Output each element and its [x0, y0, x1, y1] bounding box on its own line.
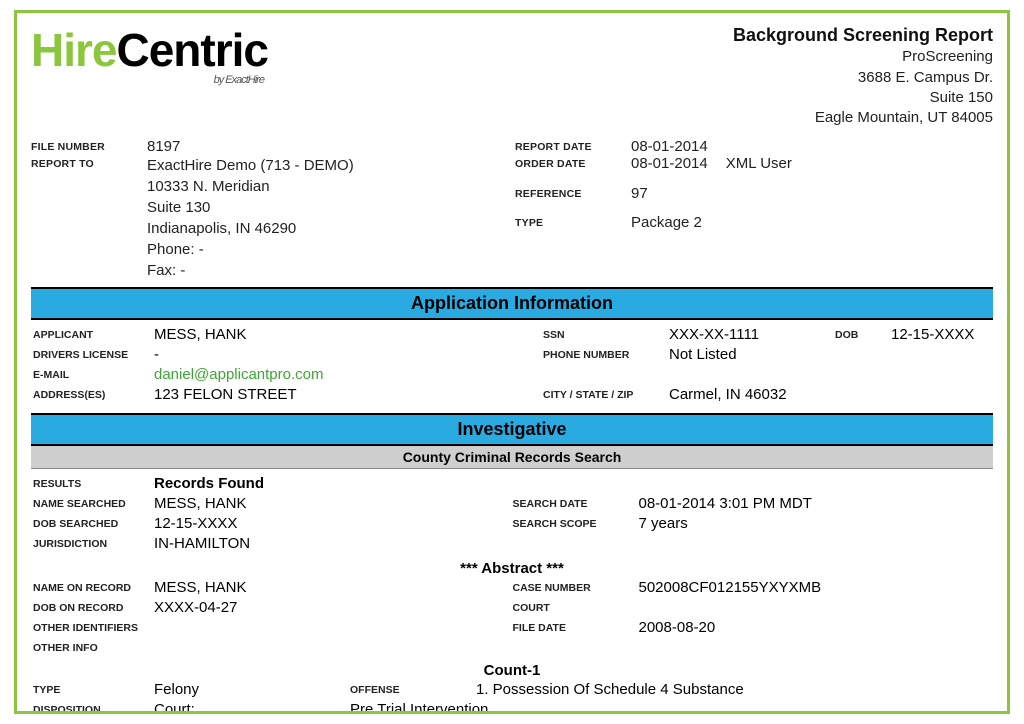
order-date-extra: XML User — [726, 155, 792, 185]
address: 123 FELON STREET — [154, 386, 537, 403]
file-number-label: FILE NUMBER — [31, 138, 141, 155]
type: Package 2 — [631, 214, 993, 244]
dob-searched: 12-15-XXXX — [154, 515, 507, 532]
dob-label: DOB — [835, 326, 885, 343]
sub-county-criminal: County Criminal Records Search — [31, 446, 993, 469]
report-to-line6: Fax: - — [147, 260, 509, 281]
report-to-line2: 10333 N. Meridian — [147, 176, 509, 197]
report-to-line1: ExactHire Demo (713 - DEMO) — [147, 155, 509, 176]
applicant-label: APPLICANT — [33, 326, 148, 343]
jurisdiction-label: JURISDICTION — [33, 535, 148, 552]
applicant-name: MESS, HANK — [154, 326, 537, 343]
reference: 97 — [631, 185, 993, 215]
report-title: Background Screening Report — [733, 23, 993, 47]
order-date-row: 08-01-2014 XML User — [631, 155, 993, 185]
count1-type: Felony — [154, 681, 344, 698]
dob-on-record-label: DOB ON RECORD — [33, 599, 148, 616]
results-block: RESULTS Records Found NAME SEARCHED MESS… — [31, 469, 993, 556]
report-to-line4: Indianapolis, IN 46290 — [147, 218, 509, 239]
ssn-label: SSN — [543, 326, 663, 343]
phone-label: PHONE NUMBER — [543, 346, 663, 363]
email[interactable]: daniel@applicantpro.com — [154, 366, 991, 383]
city-label: CITY / STATE / ZIP — [543, 386, 663, 403]
count1-block: TYPE Felony OFFENSE 1. Possession Of Sch… — [31, 681, 993, 714]
address-label: ADDRESS(ES) — [33, 386, 148, 403]
email-label: E-MAIL — [33, 366, 148, 383]
case-number-label: CASE NUMBER — [513, 579, 633, 596]
count1-heading: Count-1 — [31, 658, 993, 681]
report-frame: HireCentric by ExactHire Background Scre… — [14, 10, 1010, 714]
reference-label: REFERENCE — [515, 185, 625, 215]
disposition-key: Court: — [154, 701, 344, 714]
court-label: COURT — [513, 599, 633, 616]
logo-byline: by ExactHire — [31, 75, 264, 86]
dob-searched-label: DOB SEARCHED — [33, 515, 148, 532]
abstract-other-info-label: OTHER INFO — [33, 639, 148, 654]
phone: Not Listed — [669, 346, 991, 363]
name-on-record: MESS, HANK — [154, 579, 507, 596]
company-addr1: 3688 E. Campus Dr. — [733, 68, 993, 88]
file-date: 2008-08-20 — [639, 619, 992, 636]
offense: 1. Possession Of Schedule 4 Substance — [476, 681, 991, 698]
jurisdiction: IN-HAMILTON — [154, 535, 507, 552]
report-date-label: REPORT DATE — [515, 138, 625, 155]
search-date: 08-01-2014 3:01 PM MDT — [639, 495, 992, 512]
report-to-line5: Phone: - — [147, 239, 509, 260]
company-name: ProScreening — [733, 47, 993, 67]
dob-on-record: XXXX-04-27 — [154, 599, 507, 616]
hirecentric-logo: HireCentric by ExactHire — [31, 23, 268, 86]
file-date-label: FILE DATE — [513, 619, 633, 636]
search-scope-label: SEARCH SCOPE — [513, 515, 633, 532]
drivers-license: - — [154, 346, 537, 363]
header-right: Background Screening Report ProScreening… — [733, 23, 993, 128]
type-label: TYPE — [515, 214, 625, 244]
section-application-information: Application Information — [31, 287, 993, 320]
order-date-label: ORDER DATE — [515, 155, 625, 185]
ssn: XXX-XX-1111 — [669, 326, 829, 343]
applicant-block: APPLICANT MESS, HANK SSN XXX-XX-1111 DOB… — [31, 320, 993, 407]
city: Carmel, IN 46032 — [669, 386, 991, 403]
disposition-label: DISPOSITION — [33, 701, 148, 714]
case-number: 502008CF012155YXYXMB — [639, 579, 992, 596]
drivers-license-label: DRIVERS LICENSE — [33, 346, 148, 363]
file-info-block: FILE NUMBER 8197 REPORT DATE 08-01-2014 … — [31, 138, 993, 281]
report-to-label: REPORT TO — [31, 155, 141, 185]
search-scope: 7 years — [639, 515, 992, 532]
file-number: 8197 — [147, 138, 509, 155]
report-date: 08-01-2014 — [631, 138, 993, 155]
name-searched: MESS, HANK — [154, 495, 507, 512]
name-on-record-label: NAME ON RECORD — [33, 579, 148, 596]
results: Records Found — [154, 475, 507, 492]
abstract-heading: *** Abstract *** — [31, 556, 993, 579]
search-date-label: SEARCH DATE — [513, 495, 633, 512]
order-date: 08-01-2014 — [631, 155, 708, 185]
court — [639, 599, 992, 616]
company-addr2: Suite 150 — [733, 88, 993, 108]
name-searched-label: NAME SEARCHED — [33, 495, 148, 512]
logo-part1: Hire — [31, 24, 116, 76]
abstract-block: NAME ON RECORD MESS, HANK CASE NUMBER 50… — [31, 579, 993, 658]
logo-part2: Centric — [116, 24, 267, 76]
results-label: RESULTS — [33, 475, 148, 492]
report-to-line3: Suite 130 — [147, 197, 509, 218]
section-investigative: Investigative — [31, 413, 993, 446]
count1-type-label: TYPE — [33, 681, 148, 698]
other-identifiers-label: OTHER IDENTIFIERS — [33, 619, 148, 636]
dob: 12-15-XXXX — [891, 326, 991, 343]
report-to: ExactHire Demo (713 - DEMO) 10333 N. Mer… — [147, 155, 509, 281]
company-addr3: Eagle Mountain, UT 84005 — [733, 108, 993, 128]
disposition-text: Pre Trial Intervention — [350, 701, 991, 714]
offense-label: OFFENSE — [350, 681, 470, 698]
